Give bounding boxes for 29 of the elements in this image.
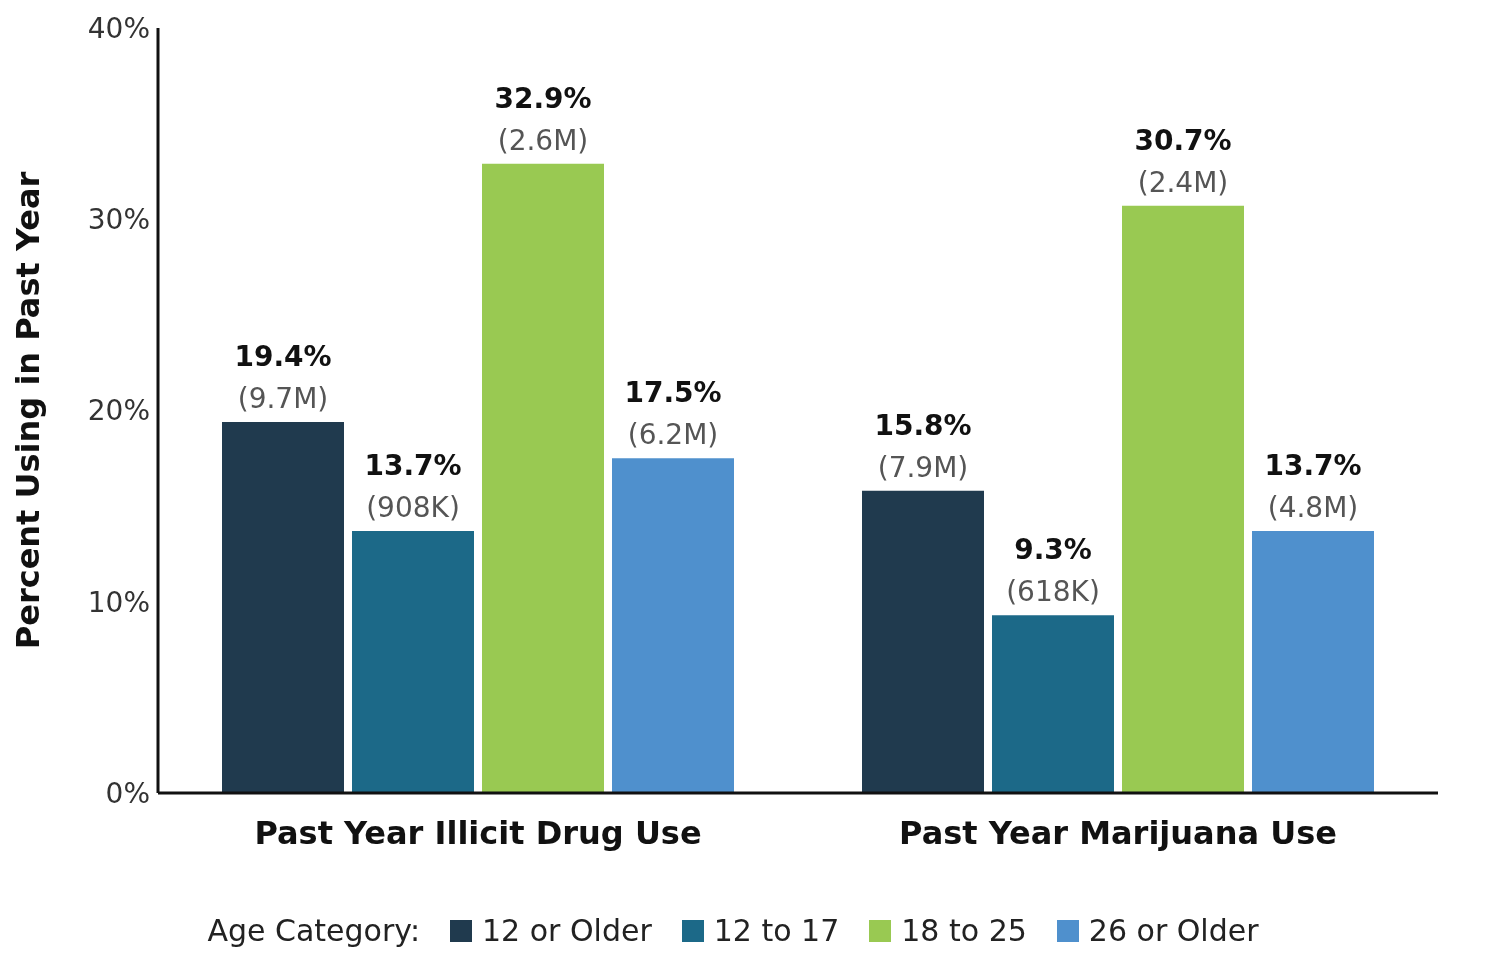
legend-label: 12 or Older xyxy=(482,913,652,948)
y-tick-label: 40% xyxy=(87,11,150,45)
legend-title: Age Category: xyxy=(207,913,420,948)
y-tick-label: 0% xyxy=(105,776,150,810)
y-tick-label: 10% xyxy=(87,585,150,619)
legend-label: 12 to 17 xyxy=(713,913,840,948)
legend-label: 26 or Older xyxy=(1088,913,1259,948)
bar xyxy=(992,615,1114,793)
y-tick-label: 30% xyxy=(87,203,150,237)
bar xyxy=(1252,530,1374,793)
data-label: 19.4% (9.7M) xyxy=(234,339,332,415)
data-label: 13.7% (4.8M) xyxy=(1264,448,1362,524)
bar xyxy=(612,458,734,793)
data-label: 15.8% (7.9M) xyxy=(874,408,972,484)
legend-label: 18 to 25 xyxy=(901,913,1027,948)
data-label: 32.9% (2.6M) xyxy=(494,81,592,157)
data-label: 17.5% (6.2M) xyxy=(624,376,722,452)
y-tick-label: 20% xyxy=(87,394,150,428)
x-tick-label: Past Year Marijuana Use xyxy=(899,813,1337,852)
data-label: 13.7% (908K) xyxy=(364,448,462,524)
y-axis-title: Percent Using in Past Year xyxy=(9,171,48,650)
bar xyxy=(352,530,474,793)
data-label: 30.7% (2.4M) xyxy=(1134,123,1232,199)
x-tick-label: Past Year Illicit Drug Use xyxy=(254,813,702,852)
bar xyxy=(222,421,344,793)
bar xyxy=(482,163,604,793)
bar xyxy=(1122,205,1244,793)
data-label: 9.3% (618K) xyxy=(1006,533,1100,609)
bar xyxy=(862,490,984,793)
